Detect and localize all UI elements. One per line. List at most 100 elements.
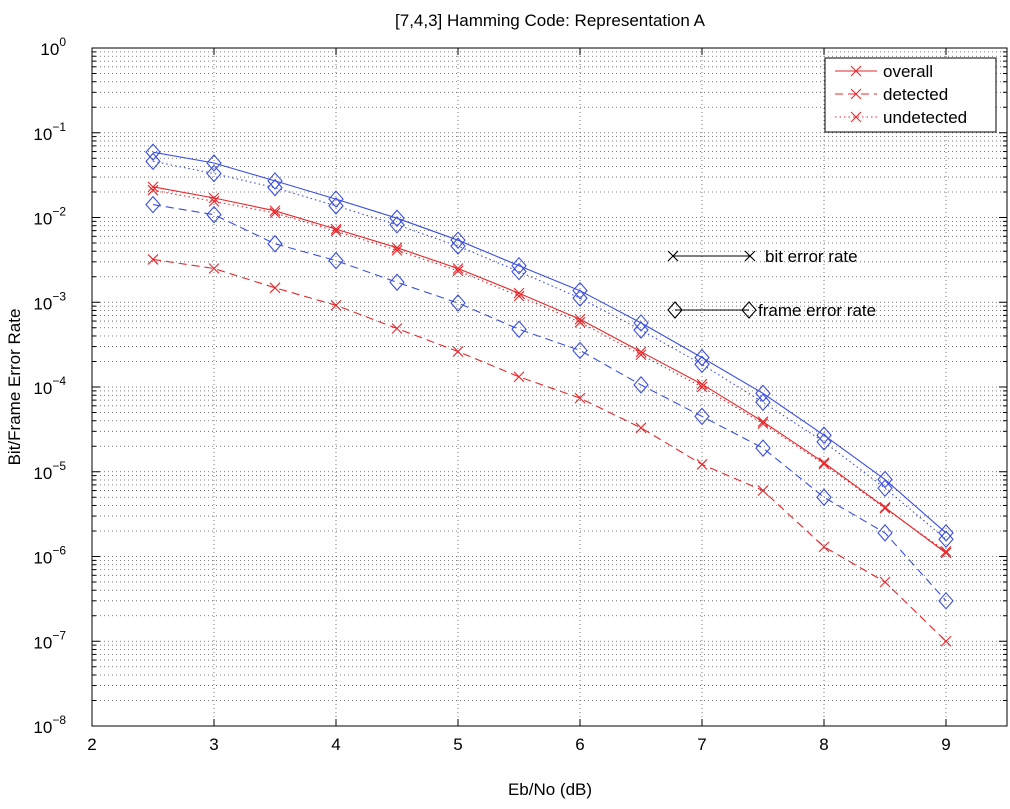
series-line bbox=[152, 151, 947, 534]
data-point bbox=[452, 265, 464, 277]
x-tick-label: 2 bbox=[87, 735, 96, 754]
legend-entry-detected: detected bbox=[835, 85, 948, 104]
x-tick-label: 3 bbox=[209, 735, 218, 754]
y-tick-label: 10−4 bbox=[33, 374, 66, 398]
data-point bbox=[694, 407, 710, 426]
legend-marker bbox=[850, 88, 862, 100]
x-marker-stroke bbox=[696, 459, 708, 470]
annotation-frame: frame error rate bbox=[667, 301, 876, 320]
data-point bbox=[269, 207, 281, 219]
y-tick-label: 10−5 bbox=[33, 459, 66, 483]
x-marker-stroke bbox=[330, 225, 342, 237]
y-tick-label: 10−6 bbox=[33, 544, 66, 568]
data-point bbox=[940, 545, 952, 557]
data-point bbox=[450, 294, 466, 312]
data-point bbox=[696, 459, 708, 470]
legend-label: undetected bbox=[883, 108, 967, 127]
x-marker-stroke bbox=[818, 458, 830, 470]
x-marker-stroke bbox=[513, 371, 525, 383]
x-tick-label: 4 bbox=[331, 735, 340, 754]
data-point bbox=[145, 152, 161, 171]
data-point bbox=[757, 416, 769, 428]
legend-marker bbox=[850, 65, 862, 77]
x-marker-stroke bbox=[757, 416, 769, 428]
x-marker-stroke bbox=[879, 501, 891, 513]
x-marker-stroke bbox=[635, 349, 647, 361]
x-marker-stroke bbox=[818, 541, 830, 553]
data-point bbox=[633, 321, 649, 339]
data-point bbox=[145, 195, 161, 214]
x-tick-label: 7 bbox=[697, 735, 706, 754]
x-marker-stroke bbox=[208, 195, 220, 207]
data-point bbox=[574, 392, 586, 404]
x-marker-stroke bbox=[574, 392, 586, 404]
x-marker-stroke bbox=[757, 485, 769, 496]
data-point bbox=[635, 349, 647, 361]
data-point bbox=[938, 591, 954, 610]
data-point bbox=[938, 524, 954, 542]
data-point bbox=[633, 376, 649, 394]
data-point bbox=[206, 205, 222, 224]
axis-ticks: 2 3 4 5 6 7 8 9 100 10−1 10−2 10−3 10−4 10−5 10−6 10−7 1… bbox=[33, 35, 1007, 754]
data-point bbox=[452, 346, 464, 357]
x-marker-stroke bbox=[757, 418, 769, 429]
chart-title: [7,4,3] Hamming Code: Representation A bbox=[395, 11, 706, 30]
data-point bbox=[208, 263, 220, 274]
annotation-marker bbox=[667, 301, 683, 319]
data-point bbox=[879, 502, 891, 514]
x-marker-stroke bbox=[940, 545, 952, 557]
grid bbox=[92, 48, 1007, 726]
series-line bbox=[152, 189, 947, 552]
data-point bbox=[818, 458, 830, 470]
series-line bbox=[152, 204, 947, 602]
x-tick-label: 8 bbox=[819, 735, 828, 754]
data-point bbox=[206, 164, 222, 183]
x-marker-stroke bbox=[744, 250, 756, 262]
x-marker-stroke bbox=[879, 502, 891, 514]
data-point bbox=[818, 541, 830, 553]
data-point bbox=[816, 426, 832, 445]
data-point bbox=[755, 393, 771, 412]
annotation-marker bbox=[667, 250, 679, 262]
data-point bbox=[330, 225, 342, 237]
x-marker-stroke bbox=[635, 422, 647, 434]
data-point bbox=[206, 154, 222, 172]
series-frame-overall bbox=[145, 143, 954, 542]
series-line bbox=[152, 258, 947, 642]
x-marker-stroke bbox=[452, 265, 464, 277]
data-point bbox=[450, 237, 466, 255]
legend-entry-undetected: undetected bbox=[835, 108, 967, 127]
x-marker-stroke bbox=[574, 313, 586, 325]
x-marker-stroke bbox=[940, 635, 952, 647]
x-marker-stroke bbox=[879, 576, 891, 588]
data-point bbox=[757, 418, 769, 429]
data-point bbox=[328, 251, 344, 270]
data-point bbox=[940, 547, 952, 559]
x-marker-stroke bbox=[391, 323, 403, 334]
x-tick-label: 5 bbox=[453, 735, 462, 754]
x-marker-stroke bbox=[269, 207, 281, 219]
data-point bbox=[879, 576, 891, 588]
data-point bbox=[513, 290, 525, 302]
data-point bbox=[330, 223, 342, 235]
series-line bbox=[152, 186, 947, 554]
series-layer bbox=[145, 143, 954, 647]
annotation-label: bit error rate bbox=[765, 247, 858, 266]
y-axis-title: Bit/Frame Error Rate bbox=[5, 309, 24, 466]
x-marker-stroke bbox=[330, 299, 342, 311]
data-point bbox=[694, 348, 710, 367]
x-axis-title: Eb/No (dB) bbox=[508, 780, 592, 799]
annotation-bit: bit error rate bbox=[667, 247, 858, 266]
x-marker-stroke bbox=[147, 181, 159, 193]
x-marker-stroke bbox=[513, 290, 525, 302]
data-point bbox=[391, 323, 403, 334]
data-point bbox=[694, 355, 710, 374]
series-frame-undetected bbox=[145, 152, 954, 549]
x-marker-stroke bbox=[574, 316, 586, 328]
legend: overall detected undetected bbox=[824, 57, 997, 133]
data-point bbox=[208, 195, 220, 207]
data-point bbox=[389, 273, 405, 292]
annotation-marker bbox=[741, 301, 757, 319]
data-point bbox=[572, 281, 588, 300]
